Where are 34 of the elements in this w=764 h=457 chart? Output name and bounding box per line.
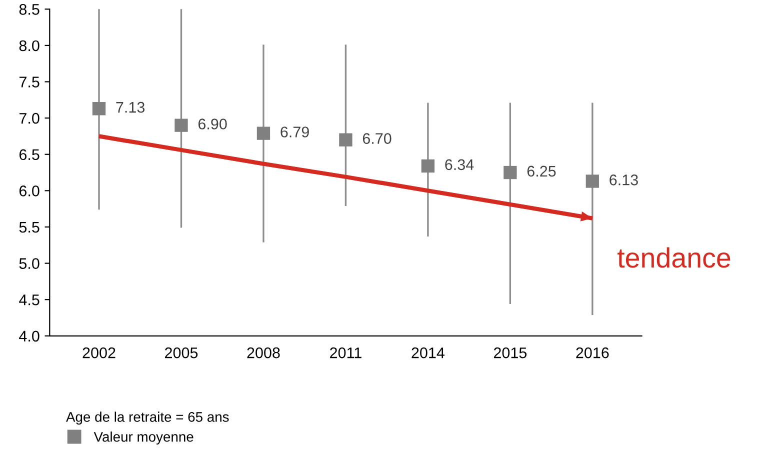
x-tick-label: 2014 — [412, 347, 444, 358]
point — [92, 102, 106, 116]
x-tick-label: 2015 — [494, 347, 527, 358]
point — [174, 118, 188, 132]
series-label: tendance — [618, 247, 730, 268]
legend-title: Age de la retraite = 65 ans — [66, 412, 229, 425]
y-tick-label: 7.5 — [19, 76, 40, 88]
point — [339, 133, 352, 146]
x-tick-label: 2002 — [82, 347, 116, 358]
y-tick-label: 4.5 — [19, 294, 40, 306]
y-tick-label: 6.5 — [19, 149, 40, 160]
point — [586, 174, 600, 188]
y-tick-label: 7.0 — [19, 112, 40, 124]
y-tick-label: 4.0 — [19, 330, 40, 342]
legend-label: Valeur moyenne — [94, 432, 194, 444]
data-label: 6.79 — [280, 126, 309, 138]
x-tick-label: 2011 — [330, 347, 362, 358]
y-tick-label: 8.0 — [19, 40, 40, 52]
data-label: 6.13 — [610, 174, 638, 186]
y-tick-label: 5.0 — [19, 258, 40, 269]
y-tick-label: 5.5 — [19, 222, 40, 233]
point — [421, 159, 435, 173]
point — [504, 166, 517, 180]
y-tick-label: 6.0 — [19, 186, 40, 196]
data-label: 6.90 — [198, 118, 227, 130]
data-label: 6.34 — [445, 159, 474, 170]
y-tick-label: 8.5 — [19, 4, 40, 15]
x-tick-label: 2005 — [165, 347, 198, 358]
data-label: 6.25 — [527, 166, 556, 177]
x-tick-label: 2016 — [576, 347, 609, 358]
point — [256, 126, 270, 140]
x-tick-label: 2008 — [247, 347, 280, 358]
data-label: 7.13 — [116, 102, 145, 113]
data-label: 6.70 — [362, 133, 392, 144]
